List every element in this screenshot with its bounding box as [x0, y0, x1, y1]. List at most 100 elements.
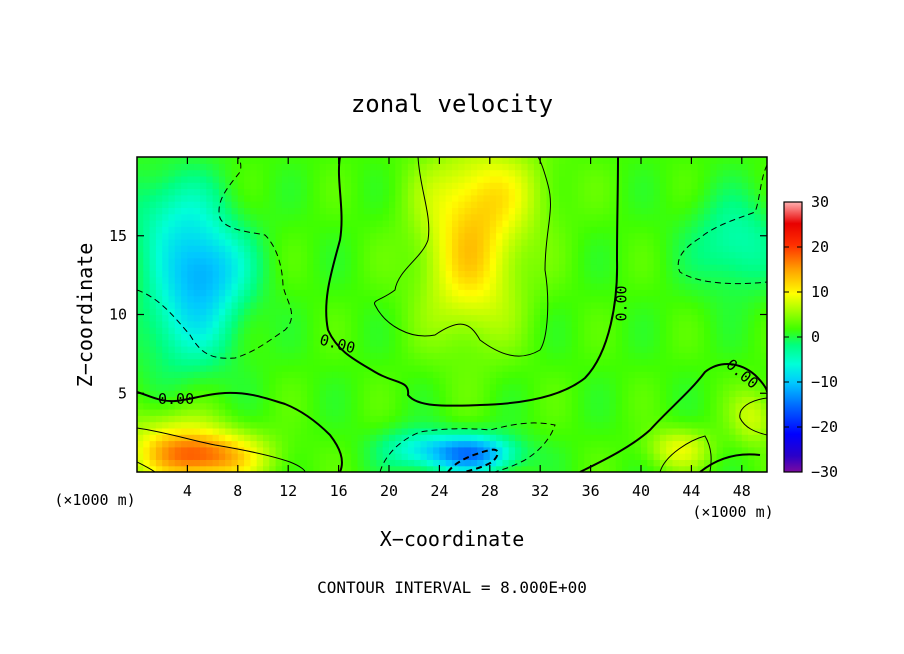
heatmap-cell	[628, 409, 636, 416]
heatmap-cell	[426, 459, 434, 467]
heatmap-cell	[565, 346, 573, 353]
heatmap-cell	[395, 377, 403, 385]
heatmap-cell	[754, 283, 762, 290]
heatmap-cell	[741, 276, 749, 284]
heatmap-cell	[622, 169, 629, 177]
heatmap-cell	[590, 320, 598, 328]
heatmap-cell	[483, 459, 491, 467]
heatmap-cell	[672, 226, 680, 234]
heatmap-cell	[275, 301, 283, 309]
heatmap-cell	[218, 295, 226, 303]
heatmap-cell	[659, 383, 667, 391]
heatmap-cell	[704, 383, 711, 391]
heatmap-cell	[641, 238, 648, 246]
heatmap-cell	[634, 402, 642, 410]
heatmap-cell	[281, 320, 289, 328]
heatmap-cell	[590, 339, 598, 347]
heatmap-cell	[155, 295, 163, 303]
heatmap-cell	[565, 333, 573, 341]
heatmap-cell	[716, 276, 724, 284]
heatmap-cell	[439, 207, 447, 215]
heatmap-cell	[326, 402, 333, 410]
heatmap-cell	[389, 308, 396, 316]
heatmap-cell	[250, 264, 258, 271]
heatmap-cell	[596, 364, 604, 372]
heatmap-cell	[300, 257, 308, 265]
heatmap-cell	[584, 339, 592, 347]
heatmap-cell	[483, 169, 491, 177]
heatmap-cell	[433, 333, 440, 341]
heatmap-cell	[193, 409, 201, 416]
heatmap-cell	[414, 402, 422, 410]
heatmap-cell	[338, 314, 346, 322]
heatmap-cell	[433, 346, 440, 353]
heatmap-cell	[647, 157, 655, 164]
heatmap-cell	[704, 232, 711, 240]
heatmap-cell	[634, 352, 642, 360]
heatmap-cell	[200, 352, 207, 360]
heatmap-cell	[200, 320, 207, 328]
heatmap-cell	[722, 157, 730, 164]
heatmap-cell	[275, 270, 283, 278]
heatmap-cell	[269, 251, 277, 259]
heatmap-cell	[483, 207, 491, 215]
heatmap-cell	[263, 320, 270, 328]
heatmap-cell	[502, 169, 510, 177]
heatmap-cell	[332, 232, 340, 240]
heatmap-cell	[414, 358, 422, 366]
heatmap-cell	[571, 245, 579, 253]
heatmap-cell	[672, 352, 680, 360]
heatmap-cell	[376, 169, 384, 177]
heatmap-cell	[326, 207, 333, 215]
heatmap-cell	[515, 339, 522, 347]
heatmap-cell	[496, 346, 503, 353]
heatmap-cell	[155, 446, 163, 454]
heatmap-cell	[395, 364, 403, 372]
heatmap-cell	[225, 182, 233, 190]
heatmap-cell	[685, 453, 692, 460]
heatmap-cell	[206, 314, 214, 322]
heatmap-cell	[445, 257, 453, 265]
heatmap-cell	[653, 213, 661, 221]
heatmap-cell	[206, 390, 214, 397]
heatmap-cell	[678, 283, 686, 290]
heatmap-cell	[401, 308, 409, 316]
heatmap-cell	[754, 220, 762, 227]
heatmap-cell	[357, 440, 365, 448]
heatmap-cell	[729, 358, 737, 366]
heatmap-cell	[546, 169, 554, 177]
heatmap-cell	[659, 434, 667, 442]
heatmap-cell	[187, 446, 195, 454]
heatmap-cell	[603, 364, 611, 372]
heatmap-cell	[622, 308, 629, 316]
heatmap-cell	[546, 396, 554, 404]
heatmap-cell	[420, 207, 428, 215]
heatmap-cell	[250, 352, 258, 360]
heatmap-cell	[502, 346, 510, 353]
heatmap-cell	[722, 264, 730, 271]
heatmap-cell	[729, 465, 737, 472]
heatmap-cell	[540, 465, 548, 472]
heatmap-cell	[584, 446, 592, 454]
heatmap-cell	[546, 333, 554, 341]
heatmap-cell	[218, 396, 226, 404]
heatmap-cell	[263, 213, 270, 221]
heatmap-cell	[527, 283, 535, 290]
heatmap-cell	[389, 396, 396, 404]
heatmap-cell	[704, 409, 711, 416]
heatmap-cell	[445, 213, 453, 221]
heatmap-cell	[357, 396, 365, 404]
heatmap-cell	[218, 459, 226, 467]
heatmap-cell	[653, 327, 661, 334]
heatmap-cell	[275, 201, 283, 208]
heatmap-cell	[439, 415, 447, 423]
heatmap-cell	[540, 409, 548, 416]
heatmap-cell	[452, 238, 459, 246]
heatmap-cell	[143, 169, 151, 177]
heatmap-cell	[389, 440, 396, 448]
heatmap-cell	[288, 327, 296, 334]
heatmap-cell	[363, 427, 371, 435]
heatmap-cell	[332, 264, 340, 271]
heatmap-cell	[281, 245, 289, 253]
heatmap-cell	[559, 453, 566, 460]
